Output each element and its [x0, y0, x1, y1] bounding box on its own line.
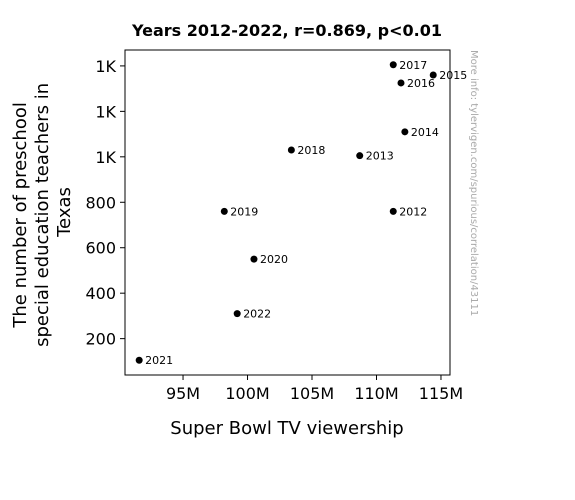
data-point: [389, 207, 397, 215]
x-tick-label: 110M: [354, 384, 398, 403]
source-note: More info: tylervigen.com/spurious/corre…: [468, 50, 479, 316]
data-point-label: 2015: [439, 69, 467, 82]
plot-area: [124, 49, 451, 376]
data-point-label: 2017: [399, 59, 427, 72]
data-point-label: 2019: [230, 205, 258, 218]
data-point-label: 2020: [260, 253, 288, 266]
x-tick-label: 105M: [290, 384, 334, 403]
y-axis-label-line-1: The number of preschool: [10, 102, 31, 328]
data-point-label: 2022: [243, 308, 271, 321]
chart-title: Years 2012-2022, r=0.869, p<0.01: [131, 21, 442, 40]
data-point-label: 2021: [145, 354, 173, 367]
x-tick-label: 95M: [166, 384, 200, 403]
y-tick-label: 800: [85, 193, 116, 212]
data-point-label: 2016: [407, 77, 435, 90]
y-tick-label: 600: [85, 239, 116, 258]
data-point: [356, 152, 364, 160]
y-axis-label-line-3: Texas: [54, 187, 75, 238]
data-points: 2012 2013 2014 2015 2016 2017 2018 2019 2020 2021…: [135, 59, 467, 367]
data-point: [233, 310, 241, 318]
y-tick-label: 1K: [95, 102, 116, 121]
data-point-label: 2013: [366, 150, 394, 163]
y-tick-label: 400: [85, 284, 116, 303]
data-point: [135, 356, 143, 364]
y-axis-label: The number of preschool special educatio…: [10, 77, 75, 347]
data-point-label: 2012: [399, 205, 427, 218]
x-axis: 95M 100M 105M 110M 115M: [166, 375, 463, 403]
x-tick-label: 100M: [225, 384, 269, 403]
data-point: [401, 128, 409, 136]
y-axis: 200 400 600 800 1K 1K 1K: [85, 57, 125, 349]
data-point: [220, 207, 228, 215]
y-tick-label: 1K: [95, 148, 116, 167]
data-point: [397, 79, 405, 87]
data-point-label: 2018: [297, 144, 325, 157]
data-point: [287, 146, 295, 154]
data-point-label: 2014: [411, 126, 439, 139]
data-point: [389, 61, 397, 69]
x-axis-label: Super Bowl TV viewership: [170, 418, 403, 439]
data-point: [429, 71, 437, 79]
x-tick-label: 115M: [419, 384, 463, 403]
data-point: [250, 255, 258, 263]
y-tick-label: 200: [85, 330, 116, 349]
y-axis-label-line-2: special education teachers in: [32, 83, 53, 347]
y-tick-label: 1K: [95, 57, 116, 76]
